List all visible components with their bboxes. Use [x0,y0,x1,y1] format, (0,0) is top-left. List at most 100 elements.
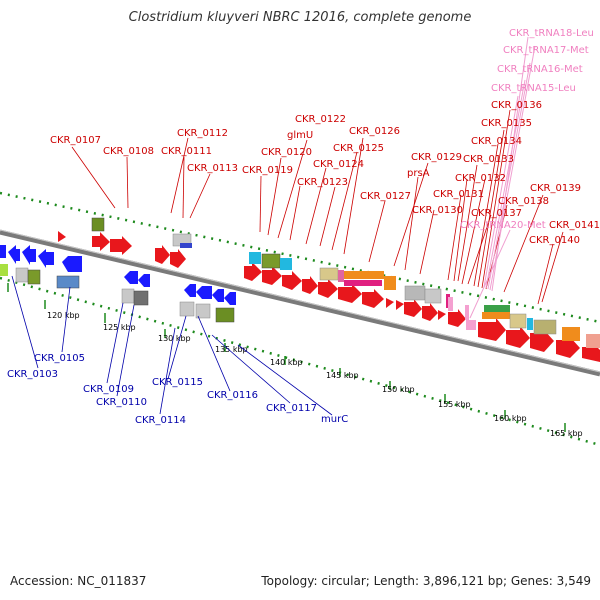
label-0110: CKR_0110 [96,397,147,408]
gene-arrow [196,286,212,299]
reverse-genes [0,245,236,305]
label-trna20: CKR_tRNA20-Met [460,220,546,231]
gene-arrow [212,289,224,302]
trna-callout-lines [469,36,536,319]
trna-mark [465,305,469,320]
scale-label-125: 125 kbp [103,323,136,332]
gene-arrow [318,279,338,298]
label-0116: CKR_0116 [207,390,258,401]
cds-block-tan [319,267,339,281]
label-0125: CKR_0125 [333,143,384,154]
label-0105: CKR_0105 [34,353,85,364]
label-0140: CKR_0140 [529,235,580,246]
label-0127: CKR_0127 [360,191,411,202]
cds-block-gray2 [404,285,426,301]
cds-block-blue [180,243,192,248]
cds-block-cyan3 [527,318,533,330]
cds-block-olive [91,217,105,232]
gene-arrow [282,271,302,290]
label-0136: CKR_0136 [491,100,542,111]
cds-block-darkgray [133,290,149,306]
cds-block-magenta [344,280,382,286]
scale-label-165: 165 kbp [550,429,583,438]
map-title: Clostridium kluyveri NBRC 12016, complet… [128,10,472,25]
cds-block-salmon [586,334,600,348]
label-0137: CKR_0137 [471,208,522,219]
reverse-colored-blocks [0,264,235,323]
label-0124: CKR_0124 [313,159,364,170]
label-0119: CKR_0119 [242,165,293,176]
cds-block-olive3 [27,269,41,285]
label-0107: CKR_0107 [50,135,101,146]
scale-label-130: 130 kbp [158,334,191,343]
label-0129: CKR_0129 [411,152,462,163]
cds-block-gray6 [179,301,195,317]
gene-arrow [22,245,36,265]
gene-arrow [8,245,20,264]
forward-colored-blocks [91,217,600,348]
genome-backbone-highlight [0,229,600,373]
label-0117: CKR_0117 [266,403,317,414]
gene-arrow [396,300,404,310]
scale-tick-marks [7,283,566,432]
gene-arrow [506,326,530,348]
cds-block-green [484,305,510,312]
label-trna15: CKR_tRNA15-Leu [491,83,576,94]
cds-block-gray3 [424,288,442,304]
cds-block-gray7 [195,303,211,319]
scale-label-155: 155 kbp [438,400,471,409]
label-murC: murC [321,414,348,425]
gene-arrow [556,337,580,358]
cds-block-khaki [533,319,557,335]
scale-label-150: 150 kbp [382,385,415,394]
forward-genes [58,231,600,362]
gene-arrow [244,262,262,281]
label-0126: CKR_0126 [349,126,400,137]
trna-mark [448,297,453,311]
cds-block-olive2 [261,253,281,269]
gene-arrow [62,256,82,272]
cds-block-orange3 [482,312,510,319]
label-0135: CKR_0135 [481,118,532,129]
label-0141: CKR_0141 [549,220,600,231]
gene-arrow [530,330,554,352]
gene-arrow [38,249,54,268]
gene-arrow [110,236,132,255]
gene-arrow [448,309,466,327]
label-0109: CKR_0109 [83,384,134,395]
cds-block-gray4 [15,267,29,283]
accession-text: Accession: NC_011837 [10,574,147,588]
label-0114: CKR_0114 [135,415,186,426]
cds-block-steel [56,275,80,289]
label-0120: CKR_0120 [261,147,312,158]
label-0131: CKR_0131 [433,189,484,200]
cds-block-orange [344,271,384,279]
gene-arrow [438,310,446,320]
label-glmU: glmU [287,130,313,141]
label-0112: CKR_0112 [177,128,228,139]
label-0132: CKR_0132 [455,173,506,184]
top-callout-lines [71,109,564,305]
gene-arrow [92,232,110,251]
scale-label-120: 120 kbp [47,311,80,320]
gene-arrow [404,299,422,317]
gene-arrow [184,284,196,297]
genome-backbone [0,229,600,377]
scale-label-135: 135 kbp [215,345,248,354]
gene-arrow [224,292,236,305]
cds-block-tan2 [509,313,527,329]
cds-block-cyan [249,252,261,264]
gene-arrow [386,298,394,308]
cds-block-cyan2 [280,258,292,270]
cds-block-olive4 [215,307,235,323]
label-0115: CKR_0115 [152,377,203,388]
scale-labels: 120 kbp 125 kbp 130 kbp 135 kbp 140 kbp … [47,311,583,438]
scale-label-160: 160 kbp [494,414,527,423]
bottom-gene-labels: CKR_0105 CKR_0103 CKR_0109 CKR_0110 CKR_… [7,353,348,426]
top-gene-labels: CKR_tRNA18-Leu CKR_tRNA17-Met CKR_tRNA16… [50,28,600,246]
gene-arrow [302,276,318,294]
label-0130: CKR_0130 [412,205,463,216]
label-trna16: CKR_tRNA16-Met [497,64,583,75]
label-trna17: CKR_tRNA17-Met [503,45,589,56]
